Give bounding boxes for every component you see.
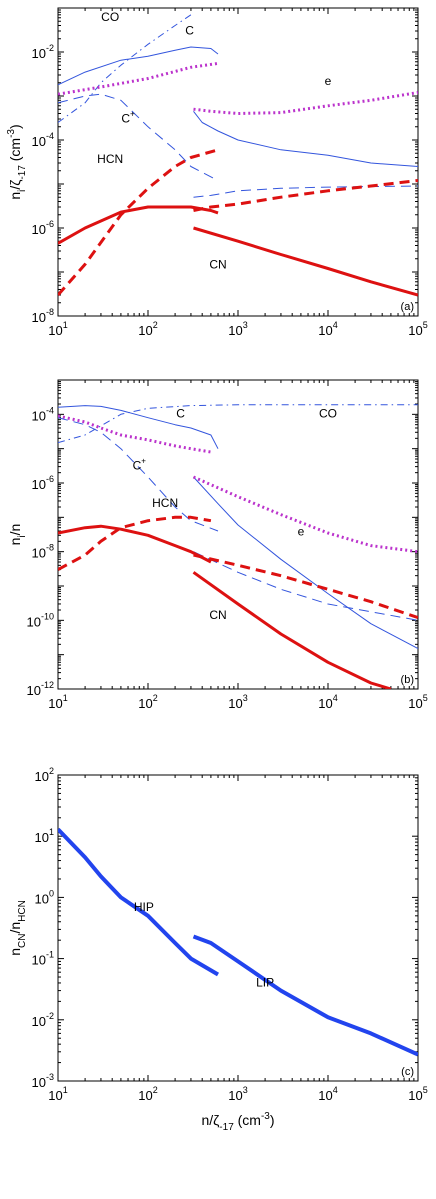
series-annotation: CN xyxy=(209,258,226,272)
x-tick-label: 105 xyxy=(408,320,427,338)
y-axis-label: nCN/nHCN​ xyxy=(7,900,28,956)
series-c-line xyxy=(193,476,418,650)
x-tick-label: 103 xyxy=(228,1085,247,1103)
y-axis-label: ni/ζ-17 (cm-3) xyxy=(6,124,28,199)
x-tick-label: 104 xyxy=(318,693,337,711)
y-tick-label: 10-3 xyxy=(32,1072,54,1090)
x-axis-label: n/ζ-17 (cm-3) xyxy=(201,1111,274,1133)
series-lip-line xyxy=(192,934,418,1057)
x-tick-label: 105 xyxy=(408,693,427,711)
series-e-line xyxy=(193,91,418,115)
series-annotation: CO xyxy=(319,407,337,421)
series-cn-line xyxy=(58,524,212,564)
series-annotation: CN xyxy=(209,608,226,622)
series-c--line xyxy=(58,93,219,181)
series-hcn-line xyxy=(193,553,418,620)
y-tick-label: 101 xyxy=(35,827,54,845)
x-tick-label: 101 xyxy=(48,1085,67,1103)
series-group xyxy=(58,14,418,297)
y-tick-label: 10-2 xyxy=(32,1011,54,1029)
series-annotation: e xyxy=(298,524,305,538)
series-cn-line xyxy=(58,205,219,245)
x-tick-label: 101 xyxy=(48,693,67,711)
panel-b: 101 102 103 104 105 10-12 10-10 10-8 10-6 10-4 CO C… xyxy=(7,379,428,711)
y-tick-label: 10-8 xyxy=(32,543,54,561)
panel-c: 101 102 103 104 105 10-3 10-2 10-1 100 101 102 HIP L… xyxy=(7,766,428,1133)
x-tick-label: 102 xyxy=(138,693,157,711)
x-tick-label: 104 xyxy=(318,320,337,338)
series-hcn-line xyxy=(58,148,219,296)
series-cn-line xyxy=(193,226,418,297)
panel-tag: (c) xyxy=(401,1066,414,1078)
panel-tag: (b) xyxy=(401,674,414,686)
series-annotation: C+ xyxy=(121,109,135,125)
series-c-line xyxy=(193,110,418,167)
y-axis-label: ni/n xyxy=(7,524,28,546)
series-e-line xyxy=(58,414,212,454)
plot-frame xyxy=(57,774,419,1082)
series-e-line xyxy=(58,61,219,96)
y-tick-label: 10-4 xyxy=(32,405,54,423)
x-tick-label: 102 xyxy=(138,1085,157,1103)
y-tick-label: 10-1 xyxy=(32,950,54,968)
y-tick-label: 100 xyxy=(35,888,54,906)
panel-a: 101 102 103 104 105 10-8 10-6 10-4 10-2 CO Ce C+ HCN… xyxy=(6,7,428,338)
series-annotation: CO xyxy=(101,10,119,24)
y-tick-label: 10-6 xyxy=(32,474,54,492)
x-tick-label: 103 xyxy=(228,320,247,338)
y-tick-label: 102 xyxy=(35,766,54,784)
series-annotation: LIP xyxy=(256,976,274,990)
x-tick-label: 101 xyxy=(48,320,67,338)
x-tick-label: 104 xyxy=(318,1085,337,1103)
y-tick-label: 10-2 xyxy=(32,43,54,61)
series-c--line xyxy=(58,417,219,532)
series-c--line xyxy=(193,185,418,198)
series-co-line xyxy=(58,404,418,444)
y-tick-label: 10-6 xyxy=(32,219,54,237)
series-co-line xyxy=(58,14,192,123)
y-tick-label: 10-12 xyxy=(27,680,54,698)
series-hcn-line xyxy=(58,515,212,571)
series-annotation: HCN xyxy=(97,152,123,166)
series-group xyxy=(58,404,418,689)
panel-tag: (a) xyxy=(401,301,414,313)
x-tick-label: 105 xyxy=(408,1085,427,1103)
series-annotation: C xyxy=(185,23,194,37)
y-tick-label: 10-8 xyxy=(32,307,54,325)
series-hcn-line xyxy=(193,179,418,212)
series-c-line xyxy=(58,405,219,449)
series-hip-line xyxy=(58,827,220,977)
x-tick-label: 103 xyxy=(228,693,247,711)
series-annotation: HCN xyxy=(152,496,178,510)
series-e-line xyxy=(192,475,418,554)
series-annotation: HIP xyxy=(134,900,154,914)
series-annotation: e xyxy=(325,74,332,88)
series-c--line xyxy=(193,551,418,621)
series-annotation: C xyxy=(176,407,185,421)
series-annotation: C+ xyxy=(133,456,147,472)
series-group xyxy=(58,827,418,1057)
series-cn-line xyxy=(192,571,392,689)
y-tick-label: 10-10 xyxy=(27,611,54,629)
series-c-line xyxy=(58,46,219,86)
x-tick-label: 102 xyxy=(138,320,157,338)
y-tick-label: 10-4 xyxy=(32,131,54,149)
